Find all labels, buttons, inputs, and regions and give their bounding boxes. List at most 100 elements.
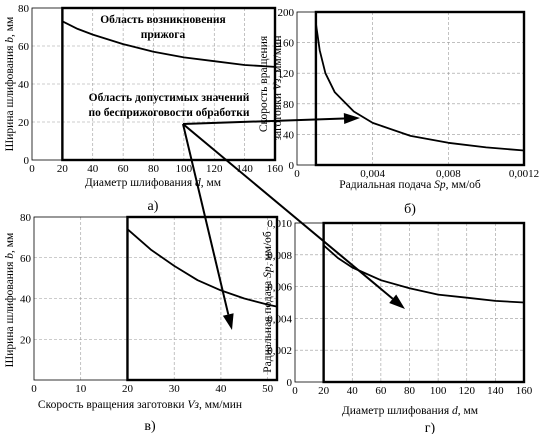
y-tick-label: 80 bbox=[20, 212, 32, 224]
x-tick-label: 100 bbox=[430, 385, 447, 397]
x-axis-label-prefix: Скорость вращения заготовки bbox=[38, 399, 188, 411]
x-tick-label: 40 bbox=[87, 163, 99, 175]
y-tick-label: 0,008 bbox=[267, 250, 292, 262]
chart-panel-2: 0 0,004 0,008 0,0012 0 40 80 120 160 200 bbox=[278, 7, 539, 180]
y-tick-label: 60 bbox=[20, 253, 32, 265]
arrow-to-panel-g-head bbox=[389, 294, 405, 309]
panel-label-v: в) bbox=[144, 419, 156, 434]
limit-curve bbox=[126, 228, 278, 308]
x-tick-label: 10 bbox=[75, 383, 87, 395]
y-tick-label: 0 bbox=[289, 160, 295, 172]
x-tick-label: 40 bbox=[347, 385, 359, 397]
y-axis-label: Радиальная подача Sp, мм/об bbox=[262, 231, 274, 373]
x-tick-label: 0 bbox=[292, 385, 298, 397]
x-axis-label-suffix: , мм bbox=[201, 177, 222, 189]
x-tick-label: 50 bbox=[262, 383, 274, 395]
boundary-region-frame bbox=[322, 221, 526, 384]
x-tick-label: 0,004 bbox=[360, 168, 385, 180]
y-tick-label: 200 bbox=[278, 7, 295, 19]
x-axis-label: Скорость вращения заготовки Vз, мм/мин bbox=[38, 399, 242, 411]
x-axis-label-prefix: Диаметр шлифования bbox=[342, 405, 452, 417]
x-tick-label: 40 bbox=[215, 383, 227, 395]
limit-curve bbox=[323, 244, 525, 304]
arrow-to-panel-v-shaft bbox=[182, 123, 230, 315]
x-axis-label-var: d bbox=[452, 405, 458, 417]
y-axis-label: Ширина шлифования b, мм bbox=[4, 232, 16, 367]
y-axis-label-line1: Скорость вращения bbox=[258, 35, 270, 132]
y-tick-label: 80 bbox=[18, 3, 30, 15]
allowed-region-label-line1: Область допустимых значений bbox=[89, 92, 250, 104]
y-tick-label: 0,002 bbox=[267, 345, 292, 357]
y-tick-label: 160 bbox=[278, 38, 295, 50]
x-axis-label-suffix: , мм bbox=[458, 405, 479, 417]
y-tick-label: 0 bbox=[287, 377, 293, 389]
x-tick-label: 120 bbox=[206, 163, 223, 175]
x-axis-label-suffix: , мм/мин bbox=[199, 399, 242, 411]
y-tick-label: 80 bbox=[283, 99, 295, 111]
burn-region-label-line2: прижога bbox=[141, 29, 186, 41]
x-tick-label: 60 bbox=[118, 163, 130, 175]
x-axis-label: Диаметр шлифования d, мм bbox=[85, 177, 222, 189]
x-tick-label: 80 bbox=[404, 385, 416, 397]
limit-curve bbox=[61, 20, 276, 68]
x-tick-label: 160 bbox=[516, 385, 533, 397]
arrow-to-panel-v-head bbox=[222, 313, 234, 330]
arrow-to-panel-g-shaft bbox=[182, 123, 394, 300]
panel-label-b: б) bbox=[404, 202, 416, 217]
x-tick-label: 100 bbox=[176, 163, 193, 175]
x-tick-label: 0,0012 bbox=[509, 168, 539, 180]
boundary-region-frame bbox=[126, 215, 279, 382]
panel-label-a: а) bbox=[148, 199, 159, 214]
x-tick-label: 140 bbox=[236, 163, 253, 175]
y-axis-label-prefix: Ширина шлифования bbox=[4, 43, 16, 152]
y-axis-label-suffix: , мм bbox=[4, 232, 16, 253]
arrow-to-panel-b-shaft bbox=[182, 117, 345, 125]
y-axis-label-suffix: , мм/мин bbox=[272, 36, 284, 79]
x-axis-label-var: Vз bbox=[187, 399, 199, 411]
y-tick-label: 40 bbox=[18, 79, 30, 91]
y-tick-label: 20 bbox=[20, 334, 32, 346]
chart-panel-4: 0 20 40 60 80 100 120 140 160 0 0,002 0,004 0,006 0,0… bbox=[267, 218, 533, 397]
y-axis-label-prefix: Ширина шлифования bbox=[4, 259, 16, 368]
y-tick-label: 0,004 bbox=[267, 313, 292, 325]
y-axis-label-prefix: Радиальная подача bbox=[262, 278, 274, 373]
y-axis-label-prefix: заготовки bbox=[272, 90, 284, 140]
chart-panel-3: 0 10 20 30 40 50 20 40 60 80 bbox=[20, 212, 279, 395]
x-axis-label: Радиальная подача Sp, мм/об bbox=[339, 179, 481, 191]
x-tick-label: 20 bbox=[122, 383, 134, 395]
x-tick-label: 0 bbox=[31, 383, 37, 395]
arrow-to-panel-b-head bbox=[343, 113, 360, 124]
y-axis-label: Ширина шлифования b, мм bbox=[4, 16, 16, 151]
y-tick-label: 0 bbox=[24, 155, 30, 167]
y-axis-label-var: b bbox=[4, 253, 16, 259]
x-tick-label: 140 bbox=[487, 385, 504, 397]
y-axis-label: заготовки Vз, мм/мин bbox=[272, 36, 284, 141]
y-tick-label: 40 bbox=[283, 129, 295, 141]
x-tick-label: 0 bbox=[29, 163, 35, 175]
x-tick-label: 60 bbox=[375, 385, 387, 397]
x-axis-label: Диаметр шлифования d, мм bbox=[342, 405, 479, 417]
y-tick-label: 40 bbox=[20, 294, 32, 306]
x-tick-label: 120 bbox=[459, 385, 476, 397]
x-tick-label: 160 bbox=[267, 163, 284, 175]
x-axis-label-prefix: Диаметр шлифования bbox=[85, 177, 195, 189]
boundary-region-frame bbox=[61, 6, 277, 162]
limit-curve bbox=[315, 23, 525, 152]
y-tick-label: 20 bbox=[18, 117, 30, 129]
burn-region-label-line1: Область возникновения bbox=[100, 14, 226, 26]
x-axis-label-suffix: , мм/об bbox=[446, 179, 481, 191]
chart-panel-1: 0 20 40 60 80 100 120 140 160 0 20 40 60 80 bbox=[18, 3, 284, 175]
y-axis-label-suffix: , мм bbox=[4, 16, 16, 37]
x-tick-label: 0 bbox=[294, 168, 300, 180]
x-axis-label-prefix: Радиальная подача bbox=[339, 179, 434, 191]
y-tick-label: 120 bbox=[278, 68, 295, 80]
x-tick-label: 0,008 bbox=[436, 168, 461, 180]
y-axis-label-var: Sp bbox=[262, 266, 274, 278]
y-axis-label-var: Vз bbox=[272, 78, 284, 90]
x-tick-label: 30 bbox=[169, 383, 181, 395]
y-tick-label: 0,006 bbox=[267, 282, 292, 294]
arrows-layer bbox=[182, 113, 405, 330]
y-tick-label: 60 bbox=[18, 41, 30, 53]
x-tick-label: 20 bbox=[318, 385, 330, 397]
